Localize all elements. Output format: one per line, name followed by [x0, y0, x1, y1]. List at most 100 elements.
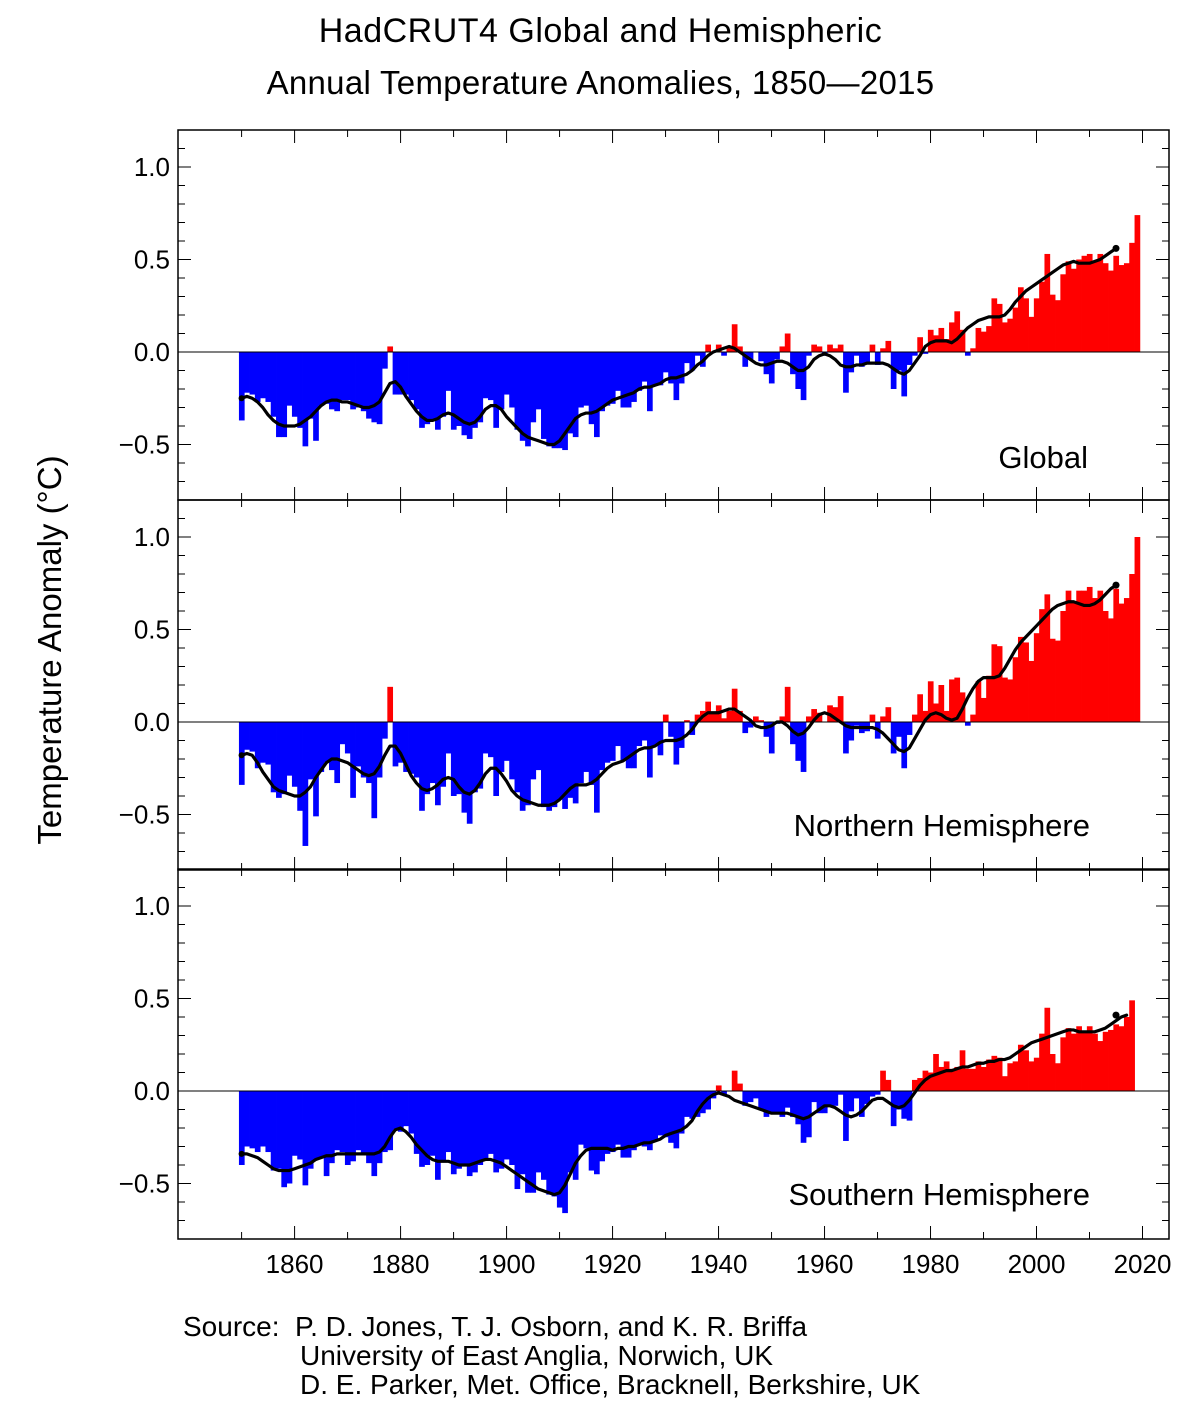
bar-1869 — [339, 352, 346, 401]
bar-1923 — [625, 1091, 632, 1158]
bar-1917 — [594, 1091, 600, 1175]
bar-1905 — [530, 352, 537, 423]
bar-1940 — [715, 1085, 722, 1091]
bar-1902 — [514, 1091, 521, 1190]
bar-1878 — [387, 1091, 394, 1151]
smoothed-curve — [239, 583, 1118, 807]
x-tick-label: 1920 — [584, 1249, 642, 1279]
bar-2005 — [1060, 1037, 1067, 1091]
curve-end-dot — [1112, 244, 1120, 252]
bar-1936 — [694, 352, 701, 356]
bar-2009 — [1081, 1031, 1088, 1091]
bar-1882 — [408, 1091, 415, 1134]
bar-1877 — [382, 1091, 388, 1153]
source-line-2: University of East Anglia, Norwich, UK — [300, 1340, 774, 1371]
bar-2001 — [1039, 281, 1045, 352]
bar-1923 — [625, 722, 632, 769]
bar-1967 — [858, 1091, 865, 1117]
bar-1903 — [519, 1091, 526, 1175]
bar-1922 — [620, 722, 627, 761]
bar-1920 — [609, 1091, 616, 1153]
bar-1940 — [715, 344, 722, 352]
bar-2015 — [1113, 255, 1120, 352]
bar-1934 — [684, 1091, 690, 1117]
bar-1951 — [774, 1091, 780, 1114]
bar-1955 — [795, 1091, 802, 1125]
bar-1996 — [1012, 307, 1019, 352]
bar-1928 — [652, 1091, 658, 1141]
bar-1871 — [350, 722, 356, 798]
bar-2010 — [1086, 586, 1093, 722]
curve-end-dot — [1112, 581, 1120, 589]
bar-1852 — [249, 1091, 256, 1149]
bar-1862 — [302, 352, 309, 447]
bar-1861 — [297, 352, 303, 428]
bar-1997 — [1017, 287, 1024, 352]
bar-1866 — [323, 352, 330, 404]
bar-1994 — [1002, 322, 1008, 352]
bar-2000 — [1033, 1057, 1040, 1091]
bar-2007 — [1070, 268, 1077, 352]
bar-2009 — [1081, 590, 1088, 722]
bar-1898 — [493, 1091, 500, 1173]
bar-2013 — [1102, 611, 1109, 722]
bar-1910 — [556, 1091, 563, 1208]
bar-1903 — [519, 352, 526, 441]
bar-1926 — [641, 722, 648, 741]
bar-1964 — [843, 722, 849, 754]
bar-1914 — [578, 1091, 584, 1145]
y-tick-label: 1.0 — [134, 891, 170, 921]
bar-1893 — [466, 1091, 473, 1177]
bar-1875 — [371, 1091, 378, 1177]
bar-1904 — [525, 1091, 531, 1193]
bar-1873 — [360, 1091, 367, 1154]
bar-1923 — [625, 352, 632, 408]
bar-1944 — [737, 710, 743, 722]
bar-1988 — [970, 714, 976, 722]
bar-1894 — [472, 1091, 478, 1173]
bar-1953 — [784, 686, 791, 722]
bar-1974 — [896, 1091, 902, 1110]
bar-1982 — [938, 685, 945, 722]
bar-2001 — [1039, 609, 1045, 722]
x-tick-label: 2000 — [1008, 1249, 1066, 1279]
bar-1983 — [943, 1061, 950, 1091]
bar-1978 — [917, 694, 923, 722]
bar-1968 — [864, 1091, 870, 1104]
bar-2016 — [1118, 1026, 1125, 1091]
bar-1896 — [482, 1091, 489, 1160]
bar-2003 — [1049, 1054, 1056, 1091]
bar-1921 — [615, 1091, 621, 1145]
bar-1885 — [424, 1091, 431, 1165]
bar-1948 — [758, 1091, 764, 1110]
bar-1929 — [657, 722, 664, 756]
bar-1888 — [440, 722, 447, 787]
bar-1891 — [456, 352, 462, 426]
bar-2006 — [1065, 1028, 1072, 1091]
bar-1856 — [270, 1091, 277, 1171]
bar-2006 — [1065, 261, 1072, 352]
bar-1853 — [254, 352, 261, 402]
bar-1913 — [572, 352, 579, 438]
x-tick-label: 1900 — [478, 1249, 536, 1279]
bar-1854 — [260, 352, 266, 399]
bar-1973 — [890, 722, 897, 754]
bar-1943 — [731, 688, 738, 722]
bar-1872 — [355, 722, 362, 767]
bar-1921 — [615, 722, 621, 747]
bar-1933 — [678, 722, 685, 748]
bar-1908 — [546, 352, 553, 447]
bar-1959 — [816, 712, 823, 722]
bar-1979 — [922, 352, 929, 354]
bar-1865 — [318, 722, 325, 772]
bar-1862 — [302, 722, 309, 846]
bar-1970 — [874, 1091, 881, 1095]
bar-1863 — [307, 722, 314, 780]
bar-1860 — [291, 352, 298, 417]
bar-1899 — [498, 352, 505, 410]
bar-1950 — [768, 722, 775, 754]
bar-1964 — [843, 352, 849, 393]
bar-1949 — [763, 722, 770, 737]
bar-1887 — [435, 1091, 441, 1180]
panel-1: −0.5 0.0 0.5 1.0 Global — [119, 129, 1170, 501]
